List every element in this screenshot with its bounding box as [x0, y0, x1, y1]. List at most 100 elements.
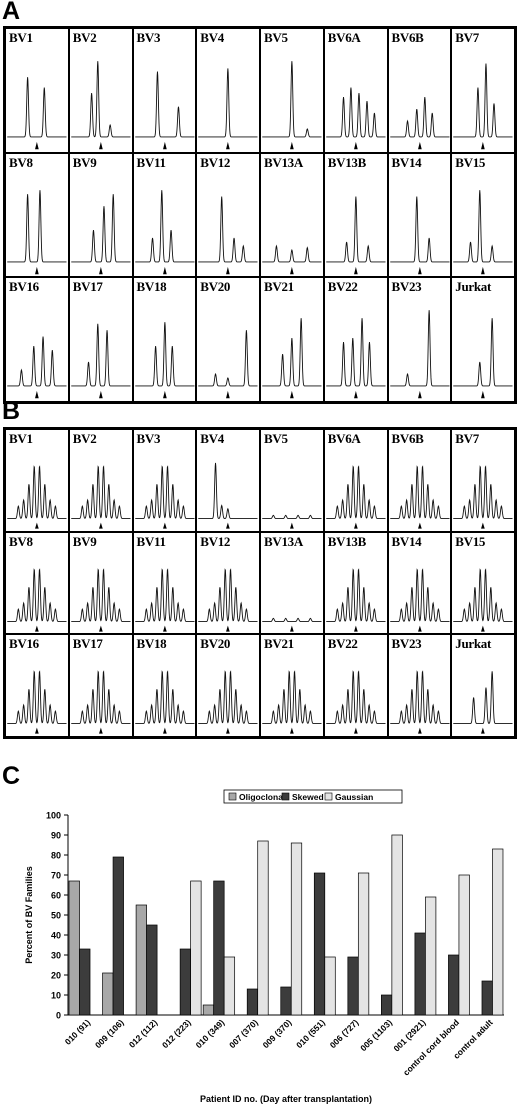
arrowhead-marker-icon: [353, 141, 358, 150]
panel-a-spectratype-trace: [452, 29, 514, 150]
panel-a-cell-bv5: BV5: [260, 28, 324, 153]
panel-a-cell-label: BV3: [136, 30, 161, 45]
arrowhead-marker-icon: [417, 391, 422, 399]
panel-a-spectratype-trace: [6, 278, 68, 399]
panel-a-cell-label: BV11: [136, 154, 166, 170]
panel-a-cell-bv14: BV14: [387, 152, 452, 278]
panel-b-cell-bv11: BV11: [132, 531, 197, 635]
panel-a-cell-bv15: BV15: [451, 152, 515, 278]
bar-oligoclonal: [68, 880, 80, 1016]
panel-b-cell-bv21: BV21: [260, 634, 324, 737]
bar-gaussian: [391, 834, 403, 1016]
panel-a-cell-bv12: BV12: [196, 152, 260, 278]
panel-a-cell-label: BV9: [72, 154, 97, 170]
arrowhead-marker-icon: [35, 522, 39, 529]
panel-a-cell-bv2: BV2: [68, 28, 133, 153]
panel-b-spectratype-trace: [389, 635, 451, 734]
arrowhead-marker-icon: [481, 625, 485, 632]
y-tick-label: 80: [51, 851, 61, 861]
bar-oligoclonal: [135, 904, 147, 1016]
arrowhead-marker-icon: [98, 141, 103, 150]
panel-b-cell-bv15: BV15: [451, 531, 515, 635]
panel-b-spectratype-trace: [70, 533, 132, 632]
panel-b-spectratype-trace: [452, 635, 514, 734]
panel-a-cell-bv21: BV21: [260, 277, 324, 402]
bar-skewed: [313, 872, 326, 1016]
arrowhead-marker-icon: [481, 727, 485, 734]
legend-swatch-skewed: [281, 792, 290, 801]
panel-b-cell-label: BV4: [200, 431, 224, 446]
panel-b-spectratype-trace: [6, 635, 68, 734]
panel-a-letter: A: [2, 0, 21, 25]
panel-a-spectratype-trace: [197, 29, 259, 150]
panel-a-spectratype-trace: [6, 154, 68, 274]
arrowhead-marker-icon: [290, 391, 294, 399]
arrowhead-marker-icon: [290, 522, 294, 529]
bv-family-bar-chart: 0 10 20 30 40 50 60 70 80 90 100 Percent of BV Fami…: [24, 789, 504, 1104]
x-tick-label: 005 (1103): [358, 1017, 394, 1053]
panel-c-letter: C: [2, 762, 21, 790]
panel-b-cell-bv20: BV20: [196, 634, 260, 737]
panel-b-cell-label: BV6B: [391, 431, 424, 446]
panel-a-cell-bv20: BV20: [196, 277, 260, 402]
panel-b-cell-label: BV2: [72, 431, 97, 446]
bar-skewed: [246, 988, 259, 1016]
panel-b-cell-label: BV18: [136, 636, 167, 652]
y-axis-label: Percent of BV Families: [24, 866, 34, 964]
arrowhead-marker-icon: [353, 522, 358, 529]
arrowhead-marker-icon: [226, 727, 230, 734]
bar-skewed: [146, 924, 158, 1016]
panel-a-cell-label: BV1: [9, 30, 33, 45]
bar-skewed: [213, 880, 225, 1016]
panel-a-spectratype-grid: BV1 BV2 BV3 BV4 BV5 BV6A BV6B BV7 BV8 BV9 BV11 BV12…: [3, 26, 517, 404]
panel-b-cell-label: BV20: [200, 636, 231, 652]
panel-a-cell-bv1: BV1: [5, 28, 69, 153]
panel-a-cell-label: BV20: [200, 279, 231, 295]
panel-a-spectratype-trace: [134, 29, 196, 150]
panel-b-spectratype-trace: [70, 430, 132, 529]
arrowhead-marker-icon: [481, 391, 485, 399]
panel-b-spectratype-trace: [197, 533, 259, 632]
panel-a-cell-label: BV5: [264, 30, 288, 45]
legend-swatch-oligoclonal: [228, 792, 237, 801]
panel-a-cell-label: BV14: [391, 154, 422, 170]
panel-b-cell-label: BV21: [264, 636, 294, 652]
panel-a-cell-bv3: BV3: [132, 28, 197, 153]
bar-gaussian: [190, 880, 202, 1016]
panel-b-spectratype-trace: [197, 430, 259, 529]
panel-a-spectratype-trace: [452, 278, 514, 399]
panel-a-cell-bv8: BV8: [5, 152, 69, 278]
arrowhead-marker-icon: [353, 727, 358, 734]
arrowhead-marker-icon: [35, 727, 39, 734]
panel-a-spectratype-trace: [261, 154, 323, 274]
panel-b-cell-label: BV23: [391, 636, 422, 652]
panel-a-spectratype-trace: [261, 278, 323, 399]
panel-b-cell-label: BV8: [9, 533, 33, 549]
panel-b-spectratype-trace: [325, 533, 387, 632]
panel-b-cell-bv22: BV22: [323, 634, 388, 737]
panel-b-cell-label: BV5: [264, 431, 288, 446]
legend-label-oligoclonal: Oligoclonal: [239, 792, 285, 802]
x-tick-label: 010 (349): [194, 1017, 227, 1050]
arrowhead-marker-icon: [98, 625, 103, 632]
panel-a-cell-label: BV23: [391, 279, 422, 295]
panel-b-spectratype-trace: [261, 635, 323, 734]
panel-b-cell-bv16: BV16: [5, 634, 69, 737]
panel-a-spectratype-trace: [197, 278, 259, 399]
panel-a-cell-bv6b: BV6B: [387, 28, 452, 153]
bar-gaussian: [357, 872, 370, 1016]
arrowhead-marker-icon: [226, 266, 230, 274]
arrowhead-marker-icon: [162, 391, 167, 399]
panel-b-cell-label: BV13B: [327, 533, 367, 549]
panel-a-cell-label: Jurkat: [455, 279, 492, 295]
arrowhead-marker-icon: [35, 625, 39, 632]
panel-a-cell-bv11: BV11: [132, 152, 197, 278]
panel-a-cell-label: BV13B: [327, 154, 367, 170]
panel-a-cell-bv6a: BV6A: [323, 28, 388, 153]
panel-a-spectratype-trace: [70, 154, 132, 274]
bar-skewed: [280, 986, 292, 1016]
arrowhead-marker-icon: [481, 522, 485, 529]
arrowhead-marker-icon: [35, 266, 39, 274]
bar-gaussian: [425, 896, 437, 1016]
arrowhead-marker-icon: [162, 625, 167, 632]
